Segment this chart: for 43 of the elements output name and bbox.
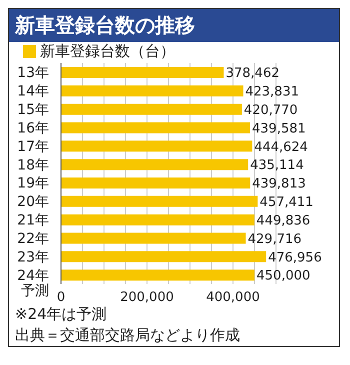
bar <box>61 104 242 115</box>
y-tick-label: 23年 <box>17 249 49 266</box>
bar <box>61 232 246 244</box>
data-label: 439,813 <box>252 176 306 192</box>
data-label: 476,956 <box>268 250 322 266</box>
bar <box>61 178 250 188</box>
x-tick-label: 200,000 <box>120 290 174 306</box>
x-tick-label: 0 <box>56 290 66 306</box>
bar <box>61 270 254 281</box>
y-tick-label: 19年 <box>17 176 49 192</box>
bar <box>61 85 244 96</box>
data-label: 429,716 <box>248 232 302 247</box>
y-tick-label: 17年 <box>17 138 49 155</box>
y-tick-label: 13年 <box>17 65 49 82</box>
data-label: 439,581 <box>252 121 306 136</box>
data-label: 420,770 <box>244 102 298 118</box>
source-note: 出典＝交通部交路局などより作成 <box>14 325 241 346</box>
y-tick-label: 21年 <box>17 212 49 229</box>
y-tick-label: 14年 <box>17 84 49 100</box>
bar <box>61 67 224 78</box>
y-tick-label: 15年 <box>17 102 49 118</box>
data-label: 378,462 <box>226 66 280 82</box>
y-tick-label: 20年 <box>17 194 49 210</box>
data-label: 423,831 <box>245 84 300 100</box>
y-tick-label: 18年 <box>17 157 49 174</box>
y-tick-label: 24年予測 <box>17 268 49 299</box>
bar <box>61 140 252 152</box>
data-label: 450,000 <box>256 268 310 284</box>
x-tick-label: 400,000 <box>206 290 260 306</box>
bar <box>61 251 266 262</box>
bar <box>61 214 254 226</box>
data-label: 457,411 <box>260 195 314 210</box>
legend-label: 新車登録台数（台） <box>40 42 175 60</box>
y-tick-label: 16年 <box>17 120 49 136</box>
data-label: 449,836 <box>256 213 310 228</box>
data-label: 444,624 <box>254 140 308 155</box>
bar <box>61 196 258 207</box>
chart-title: 新車登録台数の推移 <box>9 9 339 42</box>
y-tick-label: 22年 <box>17 230 49 247</box>
text: ※24年は予測 <box>14 304 108 325</box>
bar <box>61 159 248 170</box>
data-label: 435,114 <box>250 158 304 174</box>
bar <box>61 122 250 134</box>
